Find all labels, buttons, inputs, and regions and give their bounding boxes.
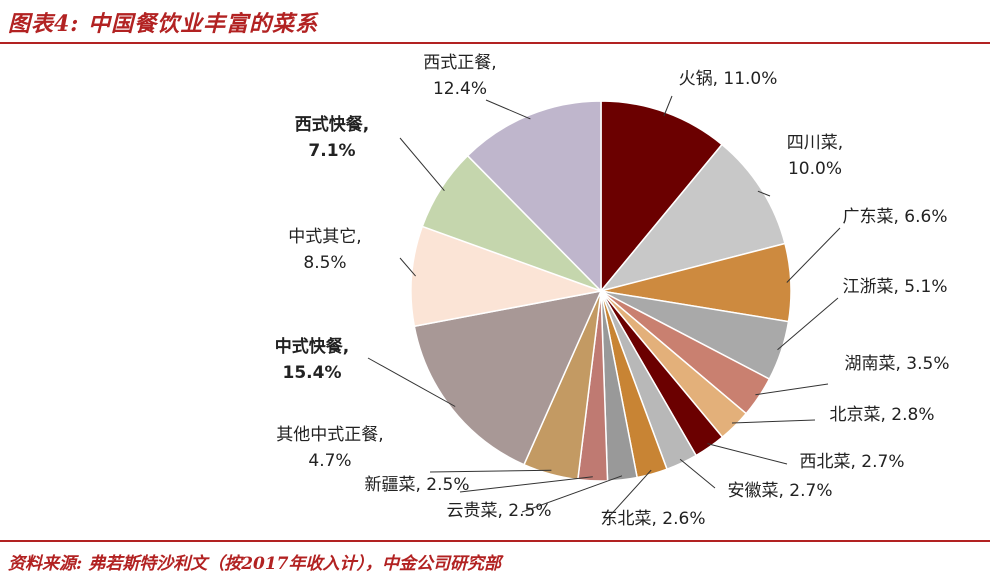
leader-line — [367, 357, 456, 407]
slice-label: 四川菜, — [787, 133, 843, 153]
leader-line — [707, 443, 788, 465]
pie-slice — [466, 100, 602, 293]
pie-slice — [410, 225, 604, 328]
leader-line — [521, 475, 623, 513]
leader-line — [731, 419, 816, 424]
slice-label: 北京菜, 2.8% — [830, 405, 935, 425]
slice-label: 广东菜, 6.6% — [843, 207, 948, 227]
header-divider — [0, 42, 990, 44]
slice-label: 7.1% — [308, 141, 355, 161]
slice-label: 15.4% — [283, 363, 342, 383]
chart-title: 图表4: 中国餐饮业丰富的菜系 — [8, 11, 319, 37]
leader-line — [679, 458, 716, 489]
slice-label: 中式快餐, — [275, 336, 349, 357]
source-note: 资料来源: 弗若斯特沙利文（按2017年收入计），中金公司研究部 — [8, 554, 502, 574]
slice-label: 云贵菜, 2.5% — [447, 501, 552, 521]
pie-chart: 火锅, 11.0% 四川菜, 10.0% 广东菜, 6.6% 江浙菜, 5.1% 湖南菜,… — [275, 53, 950, 529]
leader-line — [485, 99, 531, 120]
slice-label: 火锅, 11.0% — [679, 69, 778, 89]
slice-label: 江浙菜, 5.1% — [843, 277, 948, 297]
slice-label: 12.4% — [433, 79, 487, 99]
slice-label: 西式正餐, — [423, 53, 496, 73]
leader-line — [399, 137, 445, 192]
slice-label: 东北菜, 2.6% — [601, 509, 706, 529]
leader-line — [786, 227, 841, 283]
leader-line — [757, 190, 771, 197]
leader-line — [399, 257, 416, 277]
leader-line — [459, 476, 593, 493]
slice-label: 4.7% — [308, 451, 351, 471]
leader-line — [605, 469, 652, 521]
pie-slice — [598, 143, 786, 293]
slice-label: 10.0% — [788, 159, 842, 179]
slice-label: 新疆菜, 2.5% — [365, 475, 470, 495]
slice-label: 安徽菜, 2.7% — [728, 481, 833, 501]
leader-line — [663, 95, 673, 117]
pie-slice — [413, 289, 603, 466]
leader-line — [429, 469, 552, 473]
footer-divider — [0, 540, 990, 542]
slice-label: 湖南菜, 3.5% — [845, 354, 950, 374]
slice-label: 中式其它, — [288, 227, 361, 247]
slice-label: 西北菜, 2.7% — [800, 452, 905, 472]
leader-line — [755, 383, 829, 396]
slice-label: 其他中式正餐, — [276, 425, 383, 445]
slice-label: 8.5% — [303, 253, 346, 273]
leader-line — [777, 297, 839, 351]
slice-label: 西式快餐, — [295, 114, 369, 135]
